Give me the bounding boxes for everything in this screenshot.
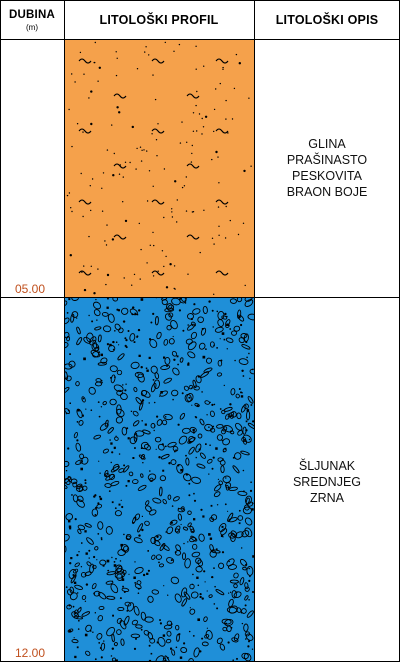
description-layer-2: ŠLJUNAK SREDNJEG ZRNA: [254, 458, 400, 506]
description-layer-1: GLINA PRAŠINASTO PESKOVITA BRAON BOJE: [254, 136, 400, 200]
description-line: SREDNJEG: [292, 475, 362, 489]
description-line: BRAON BOJE: [286, 185, 368, 199]
clay-layer-fill: [64, 39, 254, 297]
description-line: ŠLJUNAK: [298, 459, 356, 473]
column-divider: [254, 0, 255, 662]
column-divider: [64, 0, 65, 662]
border-bottom: [0, 661, 400, 662]
description-line: PRAŠINASTO: [286, 153, 368, 167]
depth-label-layer-2: 12.00: [15, 646, 46, 660]
depth-label-layer-1: 05.00: [15, 282, 46, 296]
depth-column-header: DUBINA (m): [0, 1, 64, 39]
layer-boundary: [0, 297, 400, 298]
profile-title: LITOLOŠKI PROFIL: [99, 13, 219, 27]
description-line: ZRNA: [309, 491, 345, 505]
depth-title: DUBINA: [9, 8, 55, 21]
profile-column-header: LITOLOŠKI PROFIL: [64, 1, 254, 39]
description-title: LITOLOŠKI OPIS: [275, 13, 379, 27]
border-top: [0, 0, 400, 1]
depth-unit: (m): [26, 22, 38, 32]
description-column-header: LITOLOŠKI OPIS: [254, 1, 400, 39]
border-left: [0, 0, 1, 662]
header-divider: [0, 39, 400, 40]
description-line: PESKOVITA: [292, 169, 362, 183]
gravel-layer-fill: [64, 297, 254, 661]
description-line: GLINA: [308, 137, 346, 151]
